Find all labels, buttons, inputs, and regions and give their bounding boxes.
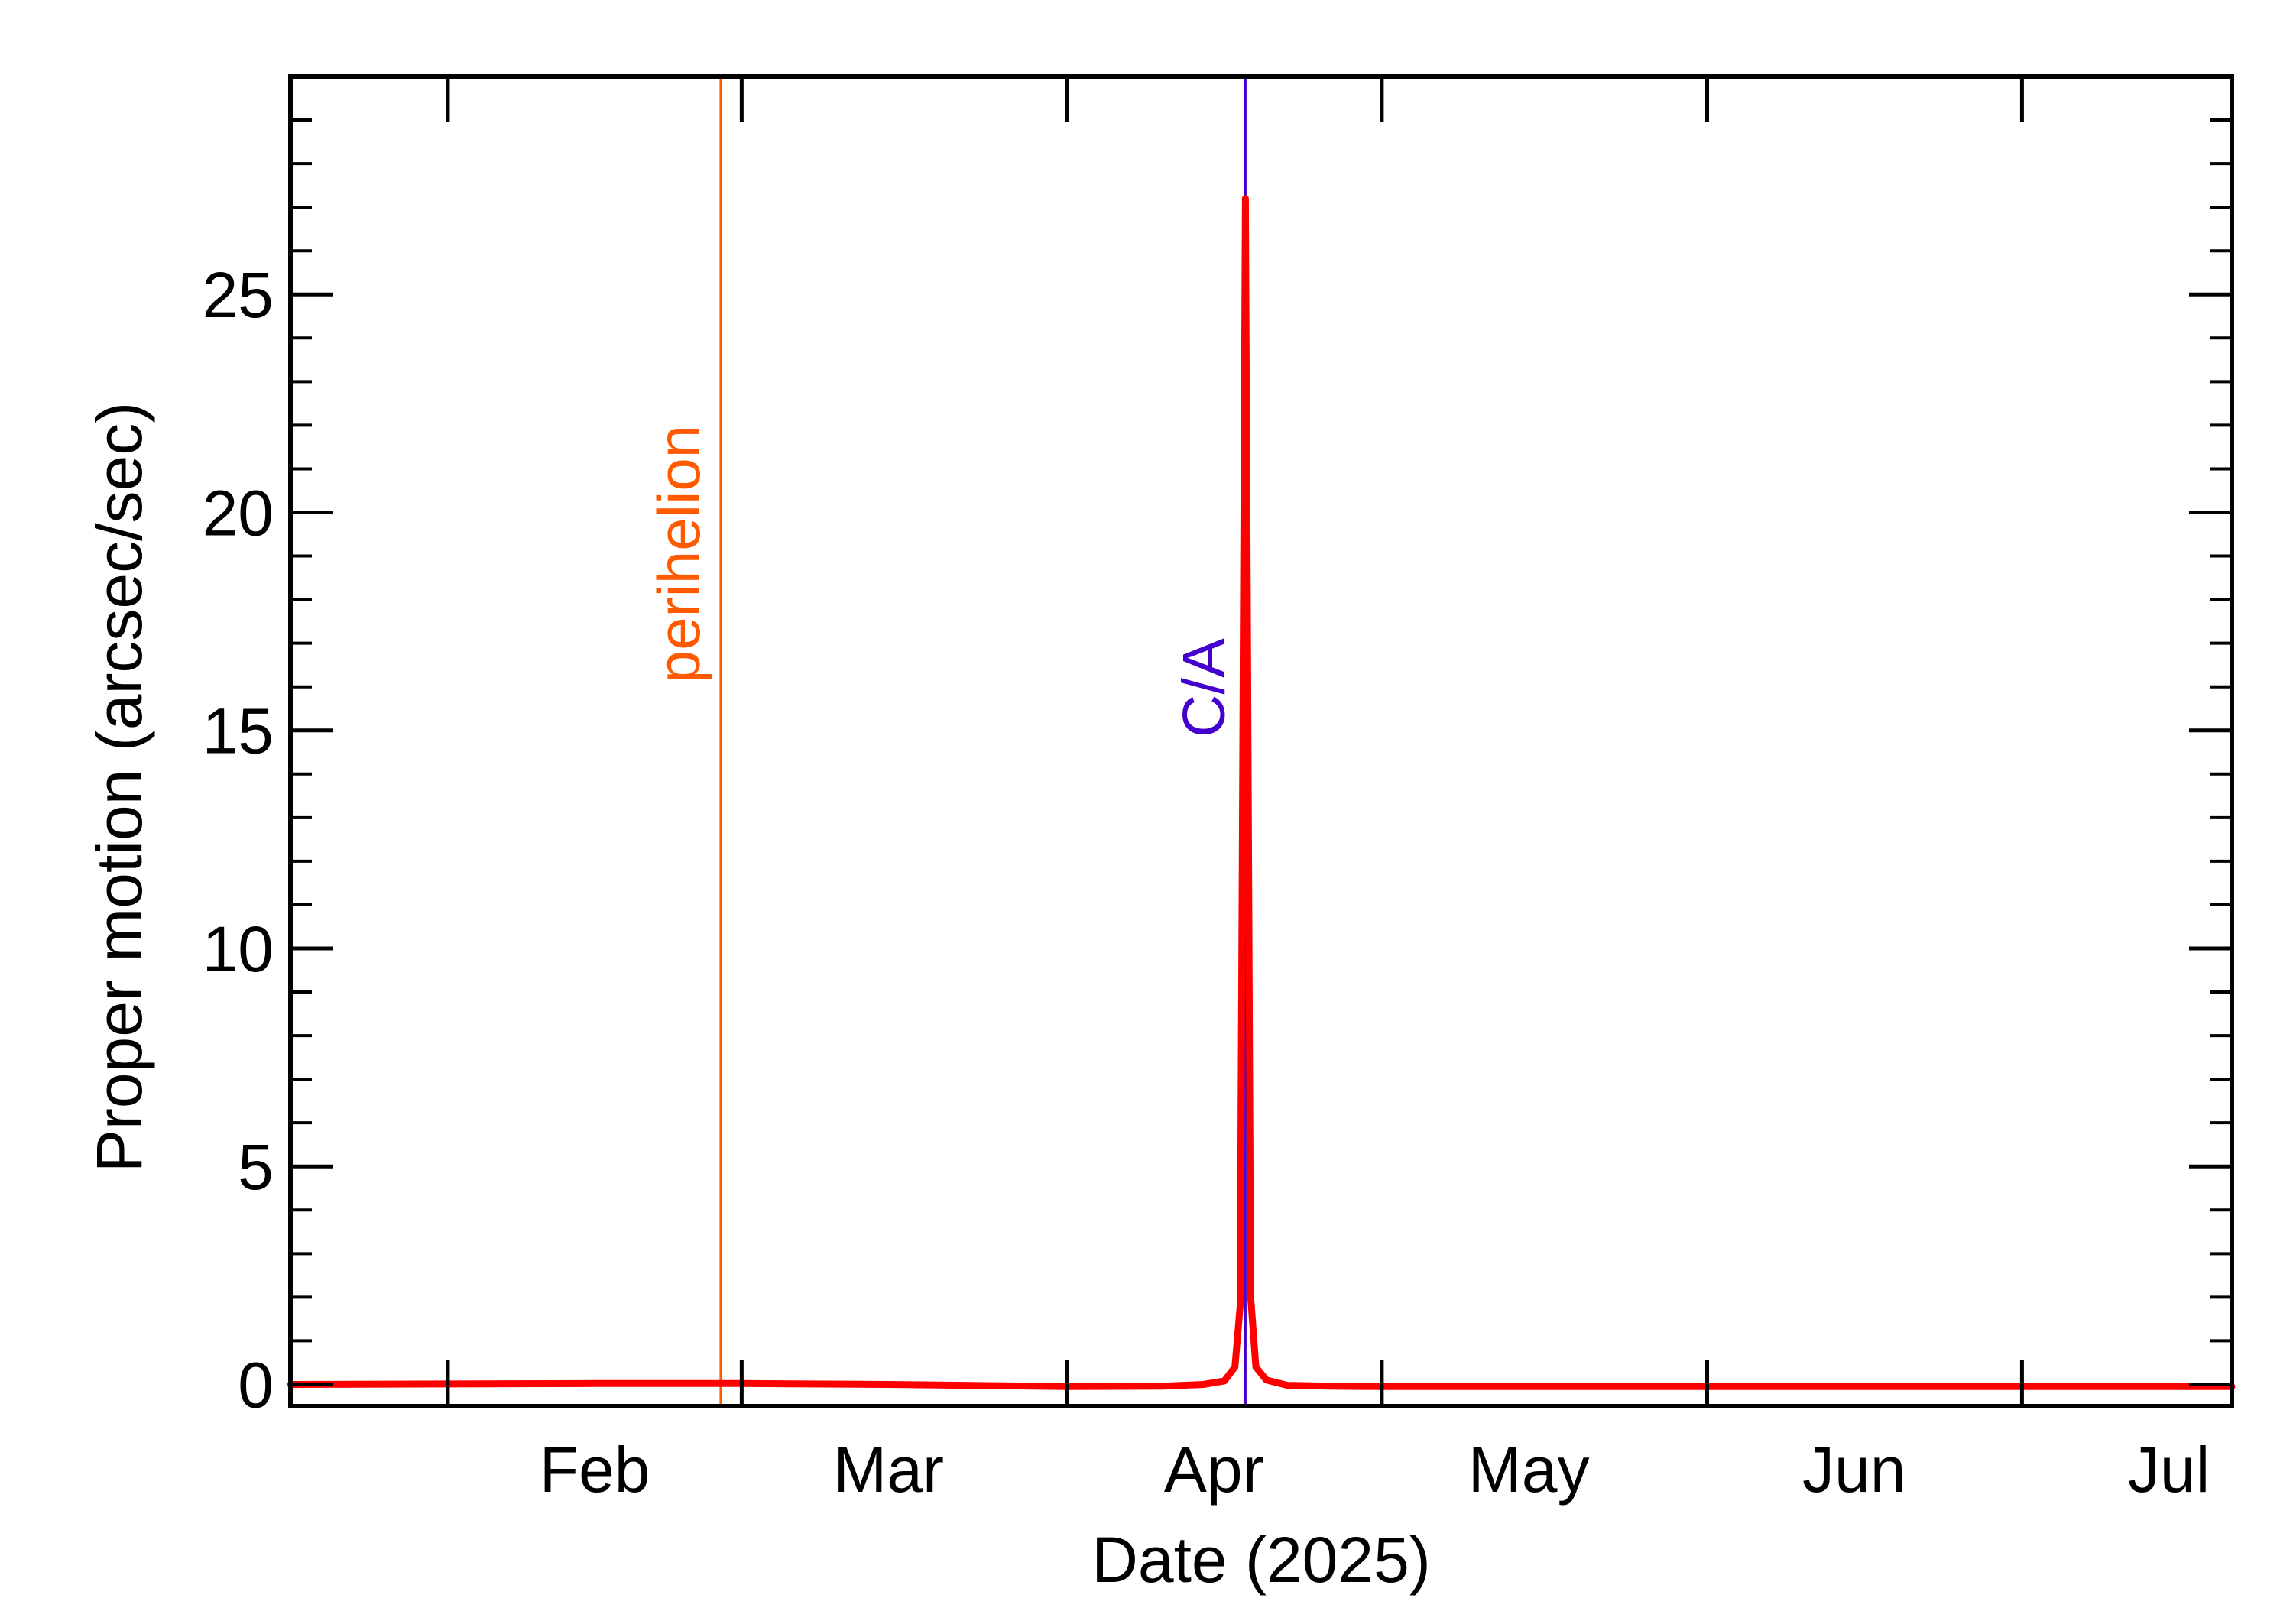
x-tick-label: Feb <box>540 1434 650 1506</box>
x-tick-label: Jul <box>2128 1434 2210 1506</box>
x-axis-title: Date (2025) <box>1091 1524 1431 1596</box>
x-tick-label: May <box>1468 1434 1590 1506</box>
y-tick-label: 10 <box>203 913 274 985</box>
annotation-label: C/A <box>1169 638 1237 737</box>
plot-frame <box>288 74 2234 1408</box>
y-axis-title: Proper motion (arcsec/sec) <box>83 402 155 1172</box>
y-tick-label: 20 <box>203 477 274 549</box>
tick-layer <box>290 76 2232 1406</box>
x-tick-label: Apr <box>1164 1434 1264 1506</box>
series-line <box>287 195 2236 1390</box>
annotation-label: perihelion <box>645 425 712 683</box>
x-tick-label: Jun <box>1802 1434 1905 1506</box>
y-tick-label: 5 <box>238 1131 274 1203</box>
series-layer <box>287 195 2236 1390</box>
y-tick-label: 0 <box>238 1349 274 1421</box>
x-tick-label: Mar <box>833 1434 944 1506</box>
y-tick-label: 25 <box>203 259 274 331</box>
y-tick-label: 15 <box>203 695 274 767</box>
label-layer: Feb Mar Apr May Jun Jul 0 5 10 15 20 25 <box>203 259 2210 1506</box>
annotation-layer: perihelion C/A <box>645 76 1247 1406</box>
